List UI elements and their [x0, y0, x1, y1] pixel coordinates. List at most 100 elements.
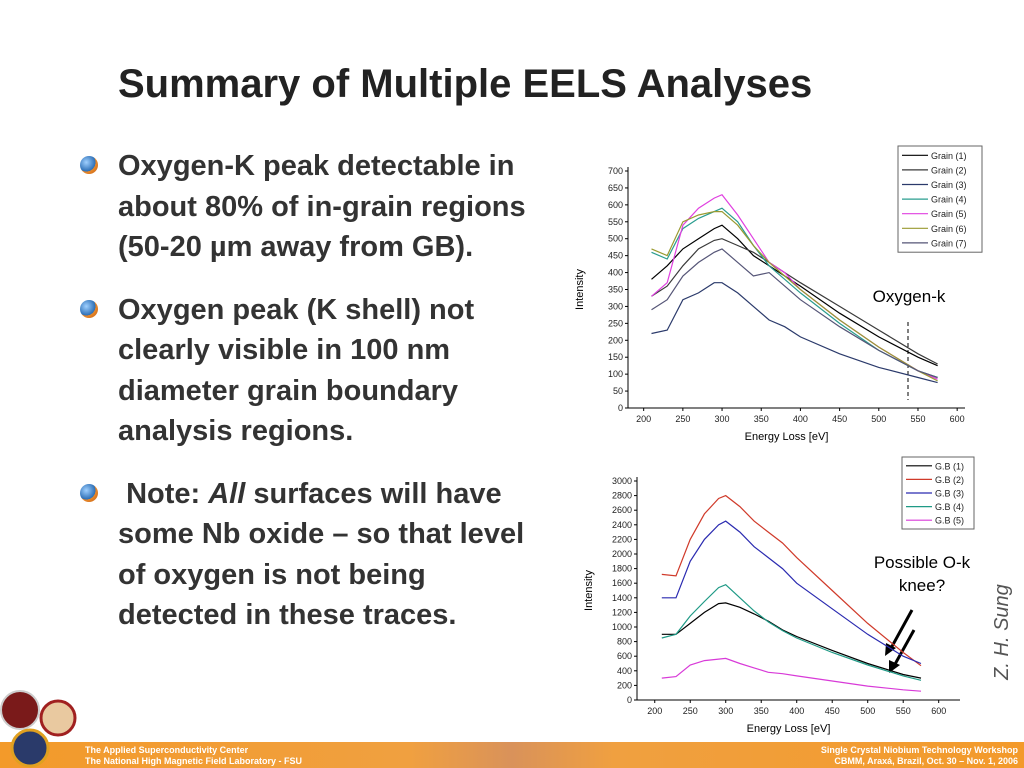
y-axis-label: Intensity [583, 570, 595, 611]
x-tick-label: 250 [675, 414, 690, 424]
y-tick-label: 50 [613, 386, 623, 396]
annotation-line: Possible O-k [874, 553, 971, 572]
x-tick-label: 550 [910, 414, 925, 424]
bullet-list: Oxygen-K peak detectable in about 80% of… [80, 146, 540, 658]
x-tick-label: 250 [683, 706, 698, 716]
footer-left-2: The National High Magnetic Field Laborat… [85, 756, 302, 766]
slide-title: Summary of Multiple EELS Analyses [118, 62, 813, 106]
credit: Z. H. Sung [991, 584, 1013, 681]
series-line [661, 584, 922, 681]
series-line [651, 224, 938, 367]
footer-right-2: CBMM, Araxá, Brazil, Oct. 30 – Nov. 1, 2… [834, 756, 1018, 766]
legend-label: Grain (7) [931, 238, 967, 248]
x-tick-label: 350 [754, 414, 769, 424]
legend-label: Grain (2) [931, 165, 967, 175]
y-tick-label: 400 [608, 268, 623, 278]
y-tick-label: 600 [617, 651, 632, 661]
y-tick-label: 1600 [612, 578, 632, 588]
bullet-icon [80, 483, 98, 502]
y-tick-label: 150 [608, 352, 623, 362]
y-tick-label: 2200 [612, 534, 632, 544]
y-tick-label: 600 [608, 200, 623, 210]
x-tick-label: 300 [715, 414, 730, 424]
x-tick-label: 300 [718, 706, 733, 716]
bullet-text: Oxygen peak (K shell) not clearly visibl… [118, 293, 475, 448]
bullet: Oxygen-K peak detectable in about 80% of… [80, 146, 540, 268]
y-tick-label: 0 [618, 403, 623, 413]
y-tick-label: 2600 [612, 505, 632, 515]
y-tick-label: 2400 [612, 520, 632, 530]
arrow [888, 609, 914, 651]
y-tick-label: 400 [617, 666, 632, 676]
y-tick-label: 800 [617, 637, 632, 647]
x-tick-label: 600 [931, 706, 946, 716]
y-tick-label: 200 [608, 335, 623, 345]
x-tick-label: 450 [832, 414, 847, 424]
logo [0, 690, 40, 730]
footer-left-1: The Applied Superconductivity Center [85, 745, 249, 755]
arrow-head [889, 660, 900, 673]
x-axis-label: Energy Loss [eV] [747, 723, 831, 735]
legend-label: G.B (4) [935, 502, 964, 512]
x-tick-label: 200 [647, 706, 662, 716]
y-tick-label: 1000 [612, 622, 632, 632]
y-tick-label: 250 [608, 318, 623, 328]
legend-label: G.B (5) [935, 516, 964, 526]
x-tick-label: 200 [636, 414, 651, 424]
series-line [661, 602, 922, 679]
y-tick-label: 650 [608, 183, 623, 193]
annotation: Possible O-k knee? [874, 553, 971, 595]
annotation: Oxygen-k [873, 287, 946, 306]
legend-label: G.B (1) [935, 461, 964, 471]
bullet-icon [80, 156, 98, 174]
y-tick-label: 0 [627, 695, 632, 705]
legend-label: Grain (4) [931, 195, 967, 205]
series-line [661, 657, 922, 692]
legend-label: Grain (3) [931, 180, 967, 190]
legend-label: Grain (6) [931, 224, 967, 234]
series-line [651, 282, 938, 384]
x-tick-label: 550 [896, 706, 911, 716]
series-line [651, 238, 938, 365]
bullet: Note: All surfaces will have some Nb oxi… [80, 474, 540, 636]
bullet-text: Note: [126, 477, 209, 510]
x-tick-label: 500 [860, 706, 875, 716]
y-tick-label: 500 [608, 234, 623, 244]
footer-bar [0, 742, 1024, 768]
series-line [651, 248, 938, 379]
x-tick-label: 400 [789, 706, 804, 716]
series-line [661, 520, 922, 665]
annotation-line: knee? [899, 576, 945, 595]
bullet-icon [80, 299, 98, 318]
bullet-emphasis: All [208, 477, 246, 510]
annotation-line: Oxygen-k [873, 287, 946, 306]
logo [10, 728, 50, 768]
y-tick-label: 200 [617, 680, 632, 690]
x-tick-label: 450 [825, 706, 840, 716]
bullet-text: Oxygen-K peak detectable in about 80% of… [118, 150, 526, 263]
legend-label: Grain (5) [931, 209, 967, 219]
y-tick-label: 3000 [612, 476, 632, 486]
y-axis-label: Intensity [574, 269, 586, 310]
y-tick-label: 700 [608, 166, 623, 176]
y-tick-label: 550 [608, 217, 623, 227]
y-tick-label: 300 [608, 301, 623, 311]
y-tick-label: 2000 [612, 549, 632, 559]
x-tick-label: 400 [793, 414, 808, 424]
y-tick-label: 1200 [612, 607, 632, 617]
legend-label: G.B (2) [935, 475, 964, 485]
x-tick-label: 350 [754, 706, 769, 716]
y-tick-label: 350 [608, 285, 623, 295]
x-axis-label: Energy Loss [eV] [745, 431, 829, 443]
y-tick-label: 2800 [612, 491, 632, 501]
y-tick-label: 100 [608, 369, 623, 379]
y-tick-label: 450 [608, 251, 623, 261]
logo [39, 699, 77, 737]
legend-label: G.B (3) [935, 489, 964, 499]
y-tick-label: 1400 [612, 593, 632, 603]
series-line [661, 494, 922, 667]
x-tick-label: 500 [871, 414, 886, 424]
series-line [651, 211, 938, 382]
